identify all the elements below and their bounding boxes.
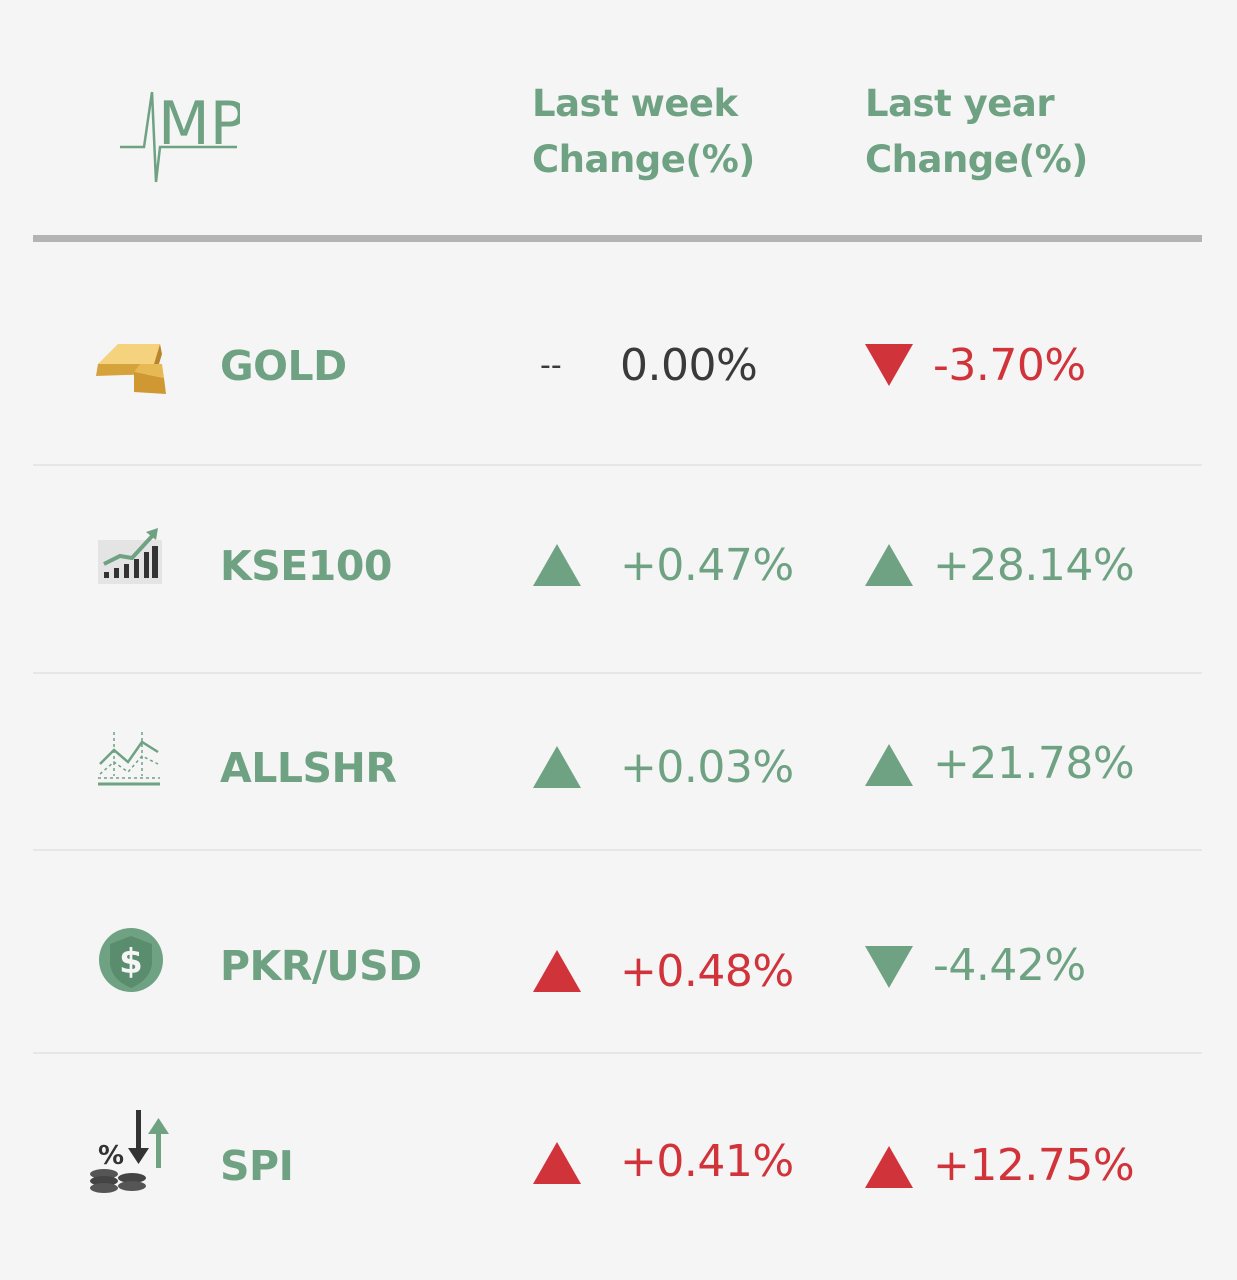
header-last-week-line1: Last week xyxy=(532,82,738,125)
table-row-allshr: ALLSHR +0.03% +21.78% xyxy=(0,728,1237,808)
week-change-value: +0.41% xyxy=(620,1136,794,1187)
header-last-year: Last year Change(%) xyxy=(865,76,1088,188)
header-last-year-line2: Change(%) xyxy=(865,138,1088,181)
asset-name: KSE100 xyxy=(220,542,392,590)
header-last-year-line1: Last year xyxy=(865,82,1055,125)
table-row-gold: GOLD -- 0.00% -3.70% xyxy=(0,326,1237,406)
up-arrow-icon xyxy=(533,1142,581,1184)
up-arrow-icon xyxy=(533,544,581,586)
up-arrow-icon xyxy=(865,744,913,786)
table-row-kse100: KSE100 +0.47% +28.14% xyxy=(0,526,1237,606)
week-change-value: 0.00% xyxy=(620,340,758,391)
table-row-spi: % SPI +0.41% +12.75% xyxy=(0,1110,1237,1206)
svg-text:MP: MP xyxy=(158,89,240,159)
svg-text:$: $ xyxy=(119,942,143,982)
svg-text:%: % xyxy=(98,1141,124,1171)
year-change-value: +21.78% xyxy=(933,738,1135,789)
header-divider xyxy=(33,235,1202,242)
line-chart-icon xyxy=(98,732,160,786)
row-divider xyxy=(33,672,1202,674)
week-change-value: +0.03% xyxy=(620,742,794,793)
year-change-value: -4.42% xyxy=(933,940,1086,991)
asset-name: GOLD xyxy=(220,342,347,390)
up-arrow-icon xyxy=(865,1146,913,1188)
flat-indicator: -- xyxy=(540,348,562,383)
amp-logo: MP xyxy=(120,89,240,183)
up-arrow-icon xyxy=(865,544,913,586)
up-arrow-icon xyxy=(533,746,581,788)
header-last-week-line2: Change(%) xyxy=(532,138,755,181)
down-arrow-icon xyxy=(865,344,913,386)
up-arrow-icon xyxy=(533,950,581,992)
dollar-coin-icon: $ xyxy=(99,928,163,992)
year-change-value: -3.70% xyxy=(933,340,1086,391)
asset-name: PKR/USD xyxy=(220,942,422,990)
table-row-pkr-usd: $ PKR/USD +0.48% -4.42% xyxy=(0,926,1237,1006)
row-divider xyxy=(33,849,1202,851)
percent-coins-arrows-icon: % xyxy=(90,1110,169,1193)
asset-name: ALLSHR xyxy=(220,744,397,792)
header-last-week: Last week Change(%) xyxy=(532,76,755,188)
row-divider xyxy=(33,464,1202,466)
week-change-value: +0.47% xyxy=(620,540,794,591)
year-change-value: +12.75% xyxy=(933,1140,1135,1191)
bar-chart-growth-icon xyxy=(98,528,162,584)
asset-name: SPI xyxy=(220,1142,294,1190)
gold-bars-icon xyxy=(96,344,166,394)
row-divider xyxy=(33,1052,1202,1054)
week-change-value: +0.48% xyxy=(620,946,794,997)
down-arrow-icon xyxy=(865,946,913,988)
year-change-value: +28.14% xyxy=(933,540,1135,591)
